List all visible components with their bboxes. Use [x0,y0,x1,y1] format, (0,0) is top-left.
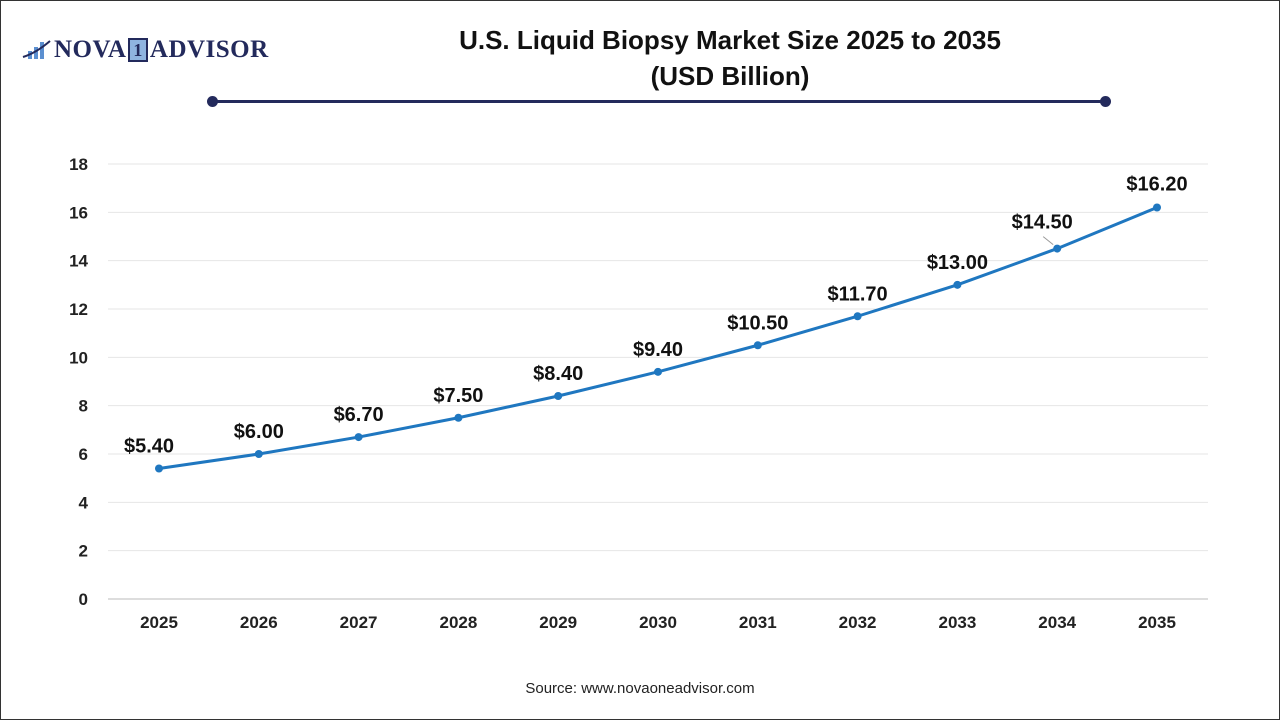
divider-dot-right [1100,96,1111,107]
y-tick-label: 6 [79,445,88,464]
data-point [155,464,163,473]
data-label: $9.40 [633,339,683,361]
y-tick-label: 0 [79,590,88,609]
data-label: $16.20 [1126,174,1187,196]
source-note: Source: www.novaoneadvisor.com [525,680,755,697]
x-tick-label: 2035 [1138,613,1176,632]
title-divider [212,100,1106,103]
x-tick-label: 2034 [1038,613,1076,632]
bar-chart-logo-icon [22,40,51,59]
logo-text-mid: 1 [128,38,148,62]
data-point [454,413,463,422]
data-label: $11.70 [828,283,888,305]
y-tick-label: 12 [69,300,88,319]
data-point [1053,244,1062,253]
data-label: $5.40 [124,436,174,458]
data-label: $6.70 [334,404,384,426]
data-point [1153,203,1161,212]
data-point [853,312,862,321]
y-tick-label: 8 [79,397,88,416]
x-tick-label: 2027 [340,613,378,632]
logo-text-right: ADVISOR [149,36,269,63]
x-tick-label: 2033 [938,613,976,632]
y-tick-label: 4 [79,493,89,512]
data-point [354,433,363,442]
y-tick-label: 18 [69,155,88,174]
x-tick-label: 2030 [639,613,677,632]
data-label: $14.50 [1012,212,1073,234]
label-leader-line [1042,236,1054,245]
x-tick-label: 2028 [439,613,477,632]
x-tick-label: 2025 [140,613,178,632]
x-tick-label: 2029 [539,613,577,632]
y-tick-label: 16 [69,203,88,222]
y-tick-label: 2 [79,542,88,561]
chart-title: U.S. Liquid Biopsy Market Size 2025 to 2… [380,22,1080,94]
title-line-2: (USD Billion) [650,61,810,91]
data-label: $6.00 [234,421,284,443]
x-tick-label: 2031 [739,613,777,632]
data-point [753,341,762,350]
divider-dot-left [207,96,218,107]
logo-text-left: NOVA [54,36,127,63]
logo: NOVA 1 ADVISOR [22,36,269,64]
title-line-1: U.S. Liquid Biopsy Market Size 2025 to 2… [459,25,1001,55]
data-point [254,450,263,458]
data-label: $13.00 [927,252,988,274]
data-point [554,392,563,400]
y-tick-label: 14 [69,252,88,271]
data-label: $8.40 [533,363,583,385]
data-point [953,280,962,289]
data-label: $7.50 [433,385,483,407]
data-label: $10.50 [727,312,788,334]
x-tick-label: 2026 [240,613,278,632]
data-point [654,367,662,376]
x-tick-label: 2032 [839,613,877,632]
y-tick-label: 10 [69,348,88,367]
